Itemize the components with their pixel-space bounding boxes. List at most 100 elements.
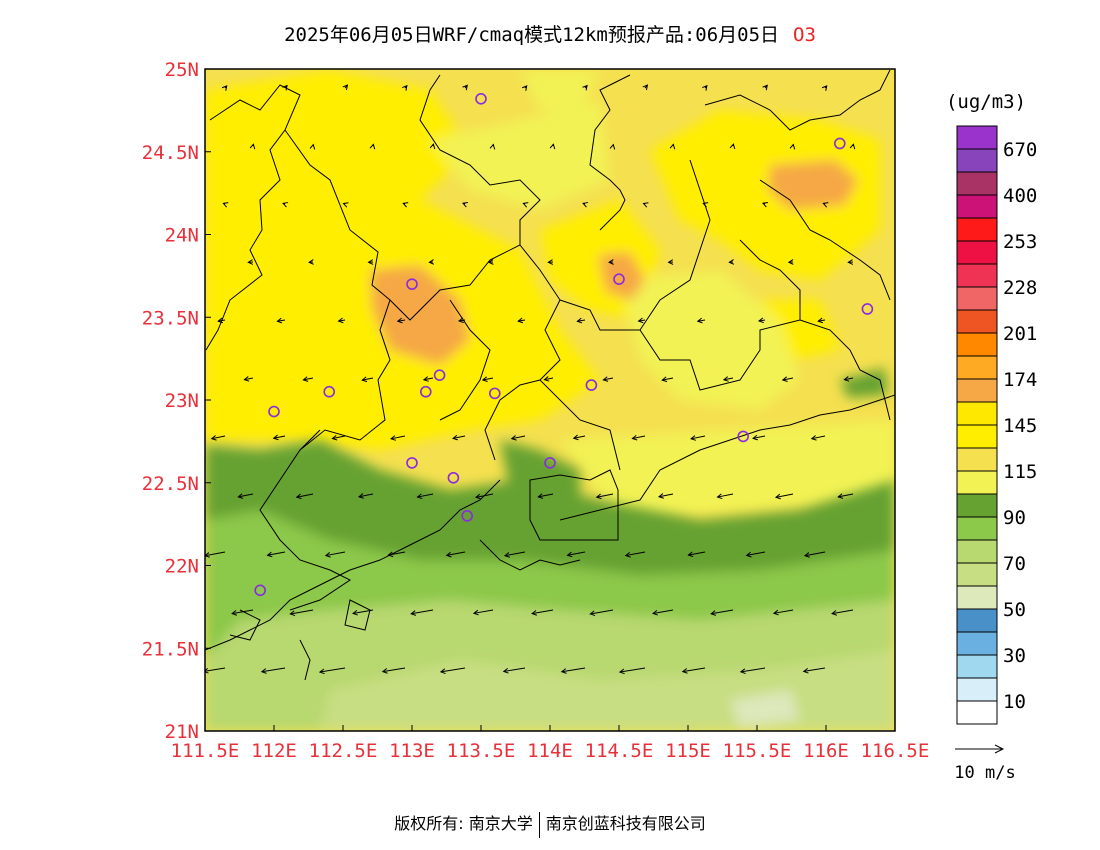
legend-swatch xyxy=(956,332,998,357)
legend-swatch xyxy=(956,240,998,265)
wind-arrowhead xyxy=(351,609,358,616)
legend-swatch xyxy=(956,171,998,196)
station-marker xyxy=(833,137,846,150)
wind-arrow xyxy=(625,551,646,557)
wind-arrow xyxy=(332,435,346,440)
wind-arrowhead xyxy=(309,143,316,150)
wind-arrowhead xyxy=(624,552,631,558)
wind-arrow xyxy=(390,435,406,440)
legend-label: 30 xyxy=(1003,645,1026,667)
wind-arrow xyxy=(544,377,554,381)
wind-arrow xyxy=(717,493,734,498)
legend-swatch xyxy=(956,148,998,173)
wind-arrow xyxy=(573,435,586,439)
legend-label: 670 xyxy=(1003,139,1037,161)
station-marker xyxy=(475,92,487,105)
wind-arrowhead xyxy=(582,202,589,208)
wind-arrowhead xyxy=(637,317,644,324)
station-marker xyxy=(447,471,460,484)
wind-reference-arrowhead xyxy=(994,744,1005,754)
wind-arrow xyxy=(261,667,286,673)
wind-arrowhead xyxy=(357,493,364,499)
wind-arrowhead xyxy=(681,668,688,674)
wind-arrowhead xyxy=(289,610,296,617)
wind-arrowhead xyxy=(237,493,244,499)
legend-swatch xyxy=(956,585,998,610)
wind-arrow xyxy=(811,435,826,440)
wind-arrow xyxy=(746,551,766,556)
wind-arrowhead xyxy=(502,667,509,674)
wind-arrow xyxy=(752,435,766,439)
wind-arrow xyxy=(740,667,766,673)
wind-arrowhead xyxy=(308,259,314,265)
wind-arrowhead xyxy=(669,143,676,150)
wind-arrowhead xyxy=(361,376,368,383)
wind-arrowhead xyxy=(696,317,703,324)
wind-arrowhead xyxy=(331,434,338,441)
legend-label: 253 xyxy=(1003,231,1037,253)
wind-arrowhead xyxy=(457,317,464,324)
wind-arrowhead xyxy=(602,376,609,382)
wind-arrowhead xyxy=(260,668,267,674)
wind-arrow xyxy=(267,551,286,556)
wind-arrowhead xyxy=(481,376,488,382)
legend-label: 201 xyxy=(1003,323,1037,345)
wind-arrowhead xyxy=(217,317,224,324)
wind-arrowhead xyxy=(728,259,735,265)
wind-arrowhead xyxy=(589,610,596,617)
wind-vector-layer xyxy=(205,84,856,675)
legend-unit: (ug/m3) xyxy=(946,91,1026,113)
wind-arrowhead xyxy=(489,143,496,150)
wind-arrowhead xyxy=(702,84,708,91)
wind-arrowhead xyxy=(847,259,854,265)
legend-swatch xyxy=(956,125,998,150)
wind-arrowhead xyxy=(609,143,616,150)
wind-arrowhead xyxy=(367,259,374,265)
wind-arrowhead xyxy=(272,434,279,441)
wind-arrowhead xyxy=(452,434,458,441)
wind-arrowhead xyxy=(205,552,210,558)
wind-arrowhead xyxy=(503,552,510,558)
wind-arrow xyxy=(603,377,614,381)
wind-arrow xyxy=(723,377,734,381)
title-main: 2025年06月05日WRF/cmaq模式12km预报产品:06月05日 xyxy=(284,24,780,46)
wind-arrow xyxy=(619,667,646,673)
x-tick-label: 111.5E xyxy=(171,740,240,762)
x-tick-label: 113E xyxy=(389,740,435,762)
wind-arrowhead xyxy=(337,317,344,324)
legend-swatch xyxy=(956,447,998,472)
wind-arrowhead xyxy=(390,435,397,441)
wind-arrowhead xyxy=(549,143,556,150)
station-marker xyxy=(585,379,598,391)
copyright-footer: 版权所有: 南京大学 南京创蓝科技有限公司 xyxy=(0,810,1100,838)
wind-arrowhead xyxy=(381,668,388,674)
wind-arrowhead xyxy=(803,552,810,558)
wind-arrowhead xyxy=(657,493,664,499)
wind-arrowhead xyxy=(831,610,837,616)
copyright-divider xyxy=(538,811,540,838)
wind-arrowhead xyxy=(487,259,494,265)
wind-arrow xyxy=(388,551,406,556)
wind-arrow xyxy=(711,609,734,615)
wind-arrowhead xyxy=(342,84,349,91)
wind-arrowhead xyxy=(266,551,273,558)
wind-arrow xyxy=(590,609,614,615)
wind-arrow xyxy=(273,435,286,439)
title-species: O3 xyxy=(793,24,816,46)
copyright-right: 南京创蓝科技有限公司 xyxy=(545,814,706,833)
wind-arrow xyxy=(440,667,466,673)
wind-arrow xyxy=(325,551,346,557)
wind-arrow xyxy=(452,435,466,439)
wind-arrow xyxy=(511,435,526,440)
wind-arrow xyxy=(697,319,706,322)
legend-label: 70 xyxy=(1003,553,1026,575)
wind-arrow xyxy=(532,609,554,615)
wind-arrowhead xyxy=(618,668,625,675)
wind-arrowhead xyxy=(642,84,649,91)
copyright-left: 版权所有: 南京大学 xyxy=(394,814,533,833)
wind-arrowhead xyxy=(710,610,717,616)
x-tick-label: 114E xyxy=(527,740,573,762)
wind-arrowhead xyxy=(739,668,746,675)
legend-swatch xyxy=(956,700,998,725)
